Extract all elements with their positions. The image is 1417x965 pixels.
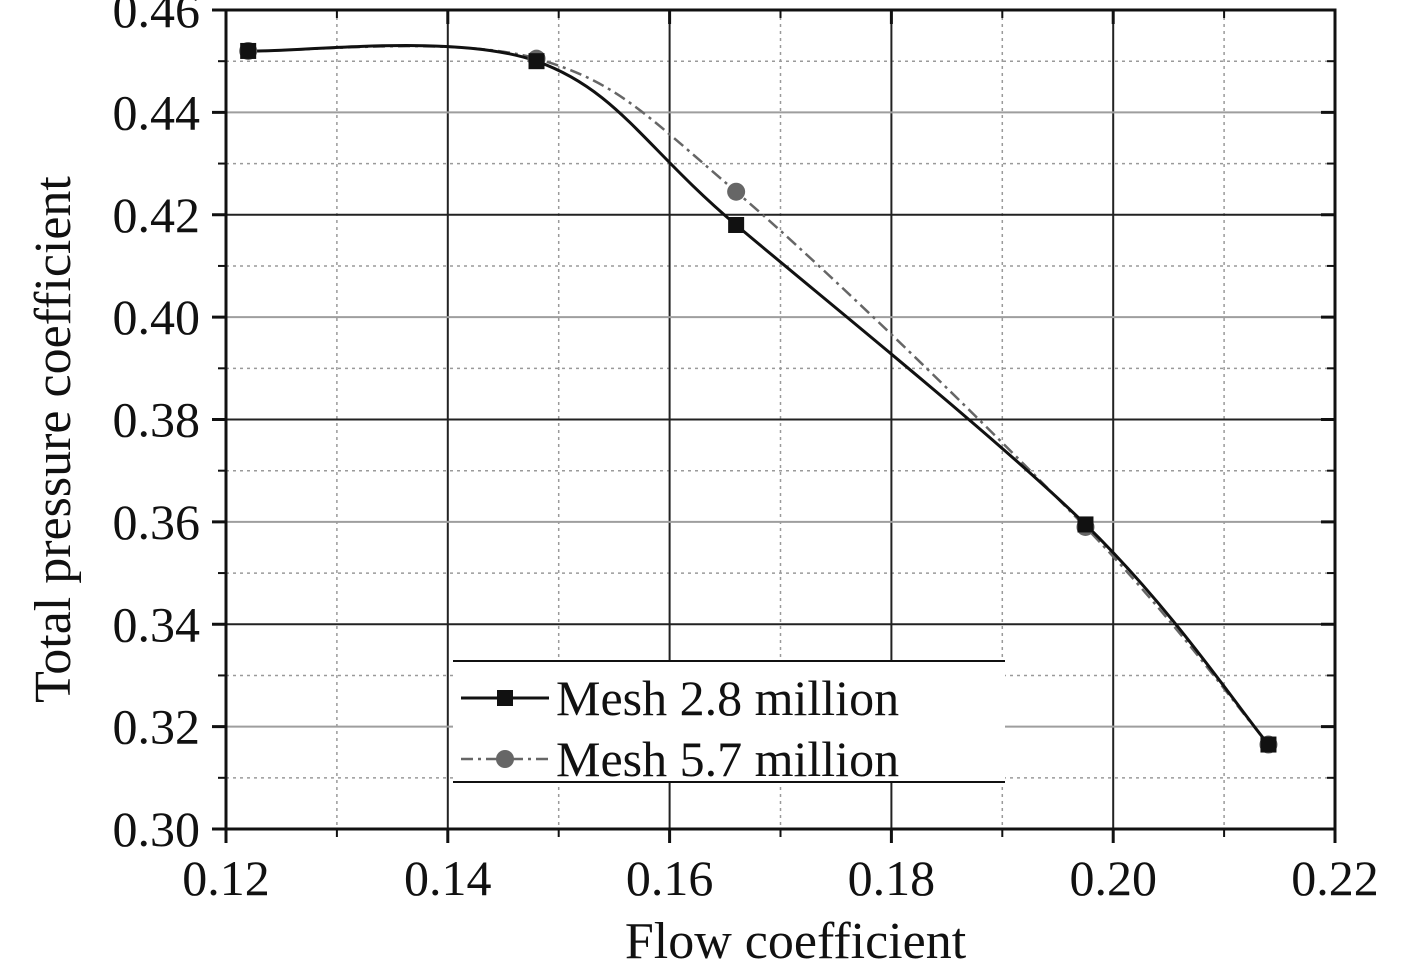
y-tick-label: 0.34 — [113, 596, 201, 652]
series-1-point — [1260, 736, 1277, 753]
x-axis-title: Flow coefficient — [625, 913, 967, 965]
y-axis-title: Total pressure coefficient — [25, 176, 82, 703]
y-tick-labels: 0.30 0.32 0.34 0.36 0.38 0.40 0.42 0.44 0.46 — [113, 0, 201, 857]
x-tick-label: 0.14 — [404, 850, 492, 906]
series-line-2 — [248, 44, 1270, 746]
legend-background — [453, 661, 1005, 782]
legend-label-2: Mesh 5.7 million — [556, 731, 899, 787]
x-tick-label: 0.12 — [182, 850, 270, 906]
minor-grid — [226, 10, 1335, 829]
y-tick-label: 0.44 — [113, 84, 201, 140]
x-tick-labels: 0.12 0.14 0.16 0.18 0.20 0.22 — [182, 850, 1379, 906]
x-tick-label: 0.22 — [1291, 850, 1379, 906]
x-tick-label: 0.18 — [848, 850, 936, 906]
y-tick-label: 0.42 — [113, 187, 201, 243]
y-tick-label: 0.36 — [113, 494, 201, 550]
x-tick-label: 0.16 — [626, 850, 714, 906]
series-2-point — [727, 182, 746, 201]
series-1-point — [528, 53, 545, 70]
y-tick-label: 0.40 — [113, 289, 201, 345]
y-tick-label: 0.32 — [113, 699, 201, 755]
axis-ticks — [212, 8, 1337, 843]
series-1-point — [1077, 516, 1094, 533]
y-tick-label: 0.46 — [113, 0, 201, 38]
series-line-1 — [248, 44, 1270, 746]
series-1-point — [728, 216, 745, 233]
series-1-point — [240, 42, 257, 59]
x-tick-label: 0.20 — [1069, 850, 1157, 906]
y-tick-label: 0.30 — [113, 801, 201, 857]
legend-marker-1 — [497, 690, 513, 706]
series-layer — [239, 41, 1278, 754]
legend-marker-2 — [496, 750, 514, 768]
legend-label-1: Mesh 2.8 million — [556, 670, 899, 726]
y-tick-label: 0.38 — [113, 392, 201, 448]
